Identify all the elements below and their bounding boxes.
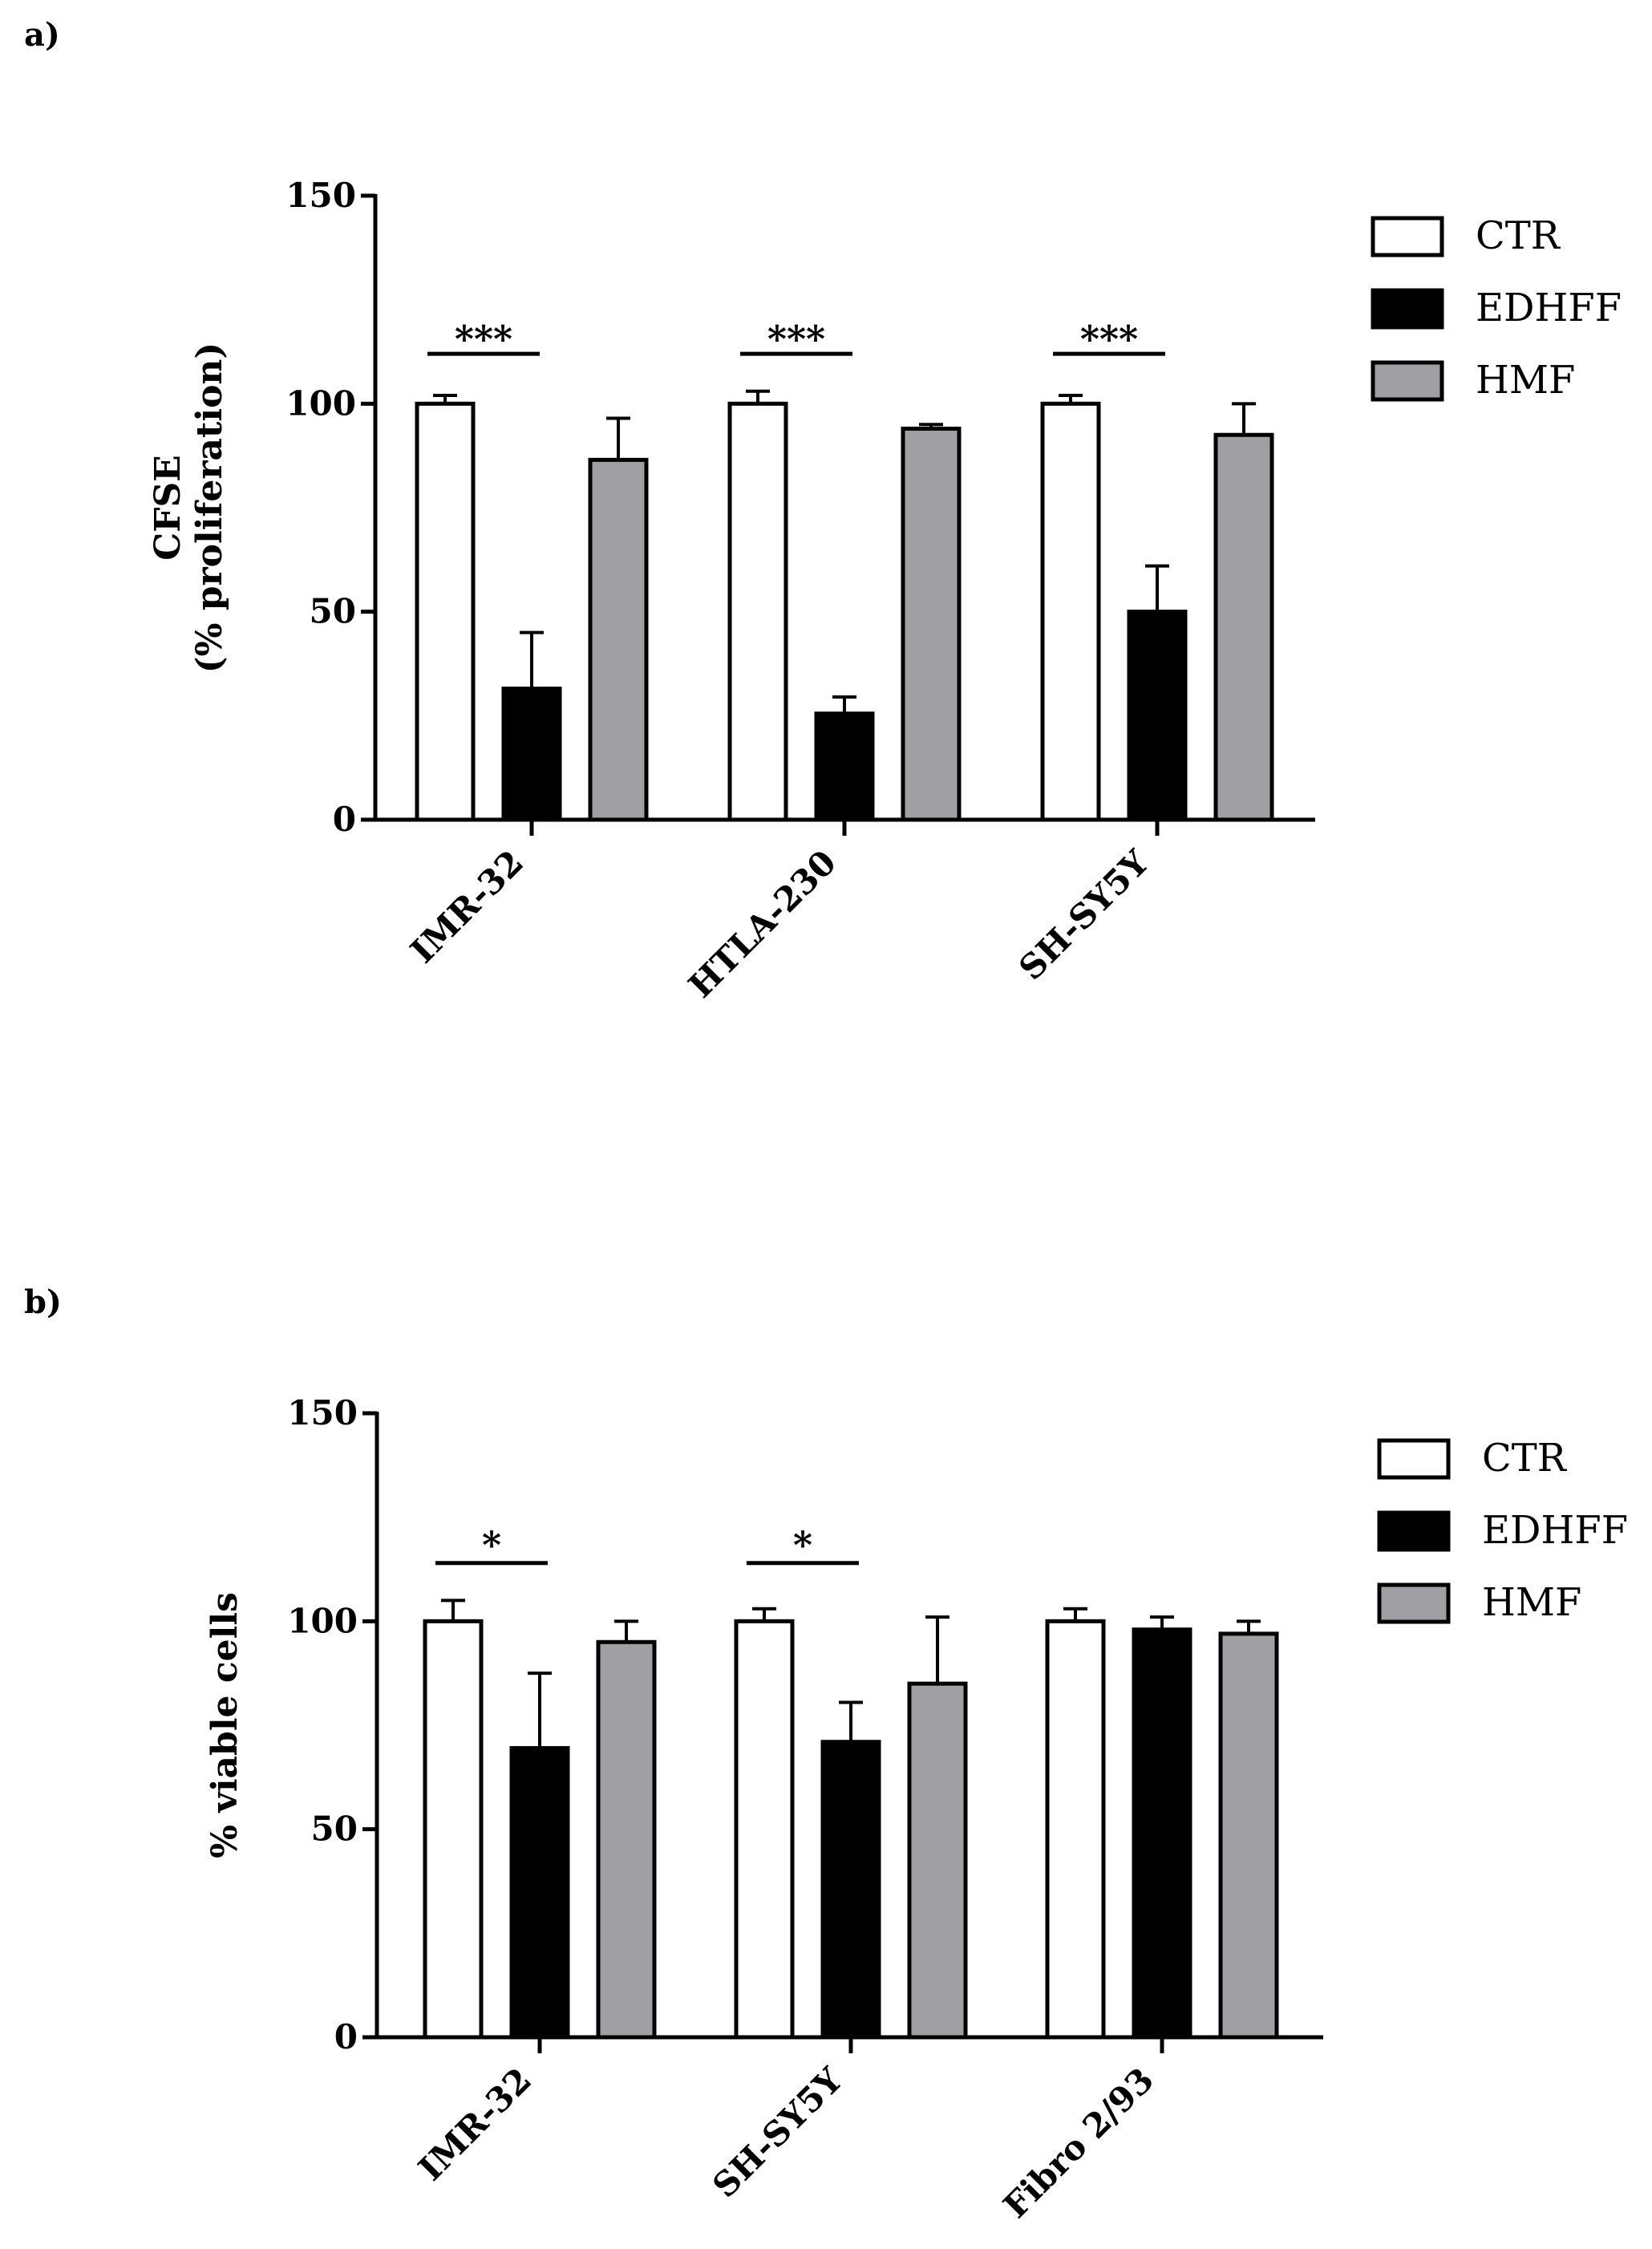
chart-b-bar-ctr: [423, 1619, 484, 2040]
chart-a-y-tick-label: 50: [310, 592, 356, 631]
chart-a-category-label: HTLA-230: [681, 842, 844, 1005]
chart-a-legend-label: EDHFF: [1476, 286, 1622, 330]
chart-a-bar-hmf: [901, 426, 962, 822]
chart-a-y-axis-title: (% proliferation): [189, 342, 230, 673]
chart-b-legend-label: EDHFF: [1482, 1508, 1628, 1553]
chart-a-legend-swatch-edhff: [1371, 288, 1444, 330]
chart-a-significance-label: ***: [1080, 318, 1138, 361]
chart-a-bar-hmf: [1213, 432, 1274, 822]
panel-a-label: a): [24, 16, 60, 54]
chart-b-bar-hmf: [596, 1639, 657, 2040]
chart-a-significance-label: ***: [767, 318, 825, 361]
chart-a-bar-hmf: [588, 457, 649, 822]
chart-b-bar-hmf: [1218, 1631, 1279, 2040]
chart-a-bar-ctr: [415, 401, 476, 822]
chart-a-y-tick-label: 150: [285, 176, 356, 215]
chart-b-category-label: IMR-32: [411, 2060, 539, 2188]
chart-b-y-tick-label: 100: [287, 1601, 358, 1640]
chart-a-bar-ctr: [727, 401, 788, 822]
chart-b-legend-label: CTR: [1482, 1436, 1568, 1481]
chart-b-legend-swatch-edhff: [1377, 1510, 1451, 1552]
chart-b-bar-hmf: [907, 1681, 968, 2040]
chart-b-legend-swatch-hmf: [1377, 1582, 1451, 1624]
chart-b-category-label: SH-SY5Y: [705, 2060, 851, 2206]
chart-a-bar-edhff: [501, 687, 562, 822]
chart-b-legend-label: HMF: [1482, 1580, 1581, 1625]
chart-a-legend-label: HMF: [1476, 358, 1575, 403]
chart-b-y-tick-label: 150: [287, 1393, 358, 1432]
chart-a-legend-label: CTR: [1476, 213, 1561, 258]
chart-a-category-label: SH-SY5Y: [1011, 842, 1157, 988]
chart-a-significance-label: ***: [455, 318, 512, 361]
chart-b-bar-edhff: [820, 1740, 881, 2040]
chart-b-significance-label: *: [793, 1524, 812, 1567]
chart-b-y-tick-label: 50: [311, 1809, 358, 1849]
chart-b-legend-swatch-ctr: [1377, 1438, 1451, 1480]
chart-b: 0 50 100 150 % viable cells IMR-32 SH-SY5Y Fibr…: [204, 1393, 1628, 2226]
chart-a-y-tick-label: 100: [285, 383, 356, 423]
chart-a-y-axis-title: CFSE: [148, 455, 188, 561]
chart-a-legend-swatch-hmf: [1371, 360, 1444, 402]
chart-b-category-label: Fibro 2/93: [996, 2060, 1161, 2225]
chart-b-bar-ctr: [1045, 1619, 1106, 2040]
chart-a-y-tick-label: 0: [333, 800, 356, 839]
chart-a: 0 50 100 150 CFSE (% proliferation) IMR-32 HTLA…: [148, 176, 1622, 1005]
panel-b-label: b): [24, 1283, 62, 1321]
chart-b-y-tick-label: 0: [334, 2017, 358, 2057]
chart-b-significance-label: *: [482, 1524, 501, 1567]
chart-a-bar-edhff: [1127, 610, 1188, 822]
chart-a-legend-swatch-ctr: [1371, 216, 1444, 257]
chart-a-category-label: IMR-32: [403, 842, 531, 971]
chart-b-bar-edhff: [1132, 1627, 1192, 2040]
chart-b-y-axis-title: % viable cells: [204, 1592, 245, 1858]
chart-a-bar-edhff: [814, 711, 875, 822]
chart-b-bar-edhff: [509, 1746, 570, 2040]
chart-b-bar-ctr: [734, 1619, 795, 2040]
chart-a-bar-ctr: [1040, 401, 1101, 822]
